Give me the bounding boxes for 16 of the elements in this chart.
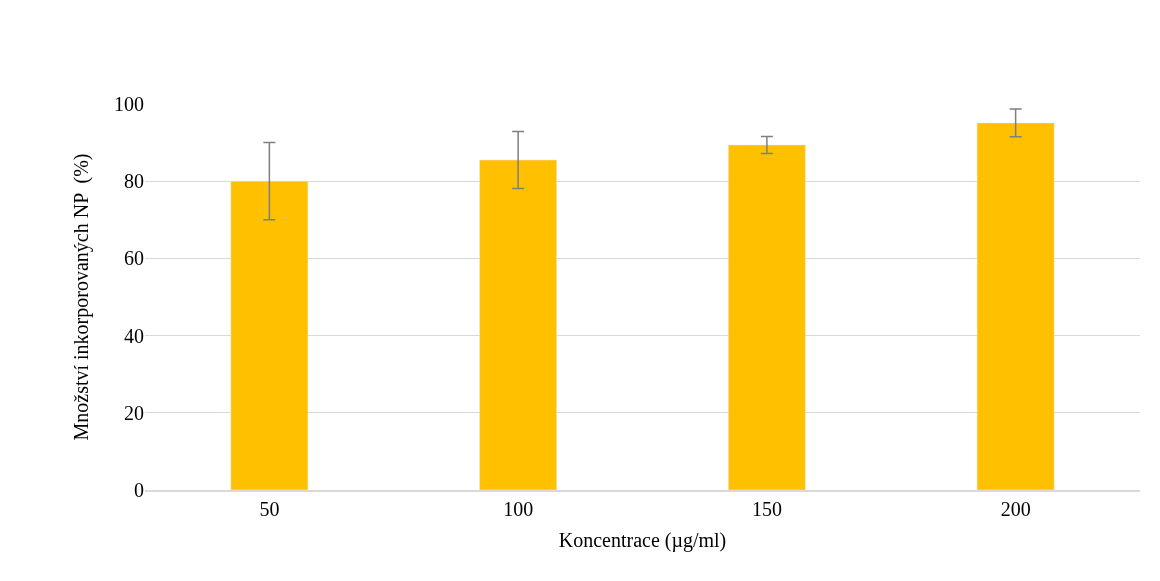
- y-tick-label: 60: [124, 247, 144, 270]
- bar: [976, 122, 1055, 490]
- x-tick-label: 50: [259, 497, 280, 520]
- bar: [230, 180, 309, 490]
- x-tick-label: 100: [503, 497, 534, 520]
- x-axis-title: Koncentrace (µg/ml): [558, 528, 727, 552]
- y-tick-label: 40: [124, 324, 144, 347]
- y-tick-label: 80: [124, 170, 144, 193]
- y-tick-label: 100: [114, 93, 144, 115]
- y-tick-label: 20: [124, 401, 144, 424]
- bar: [479, 159, 557, 490]
- x-tick-label: 200: [1000, 497, 1031, 520]
- bar: [728, 144, 806, 490]
- y-tick-label: 0: [134, 479, 144, 501]
- x-tick-label: 150: [751, 497, 782, 520]
- y-axis-title: Množství inkorporovaných NP (%): [69, 153, 93, 441]
